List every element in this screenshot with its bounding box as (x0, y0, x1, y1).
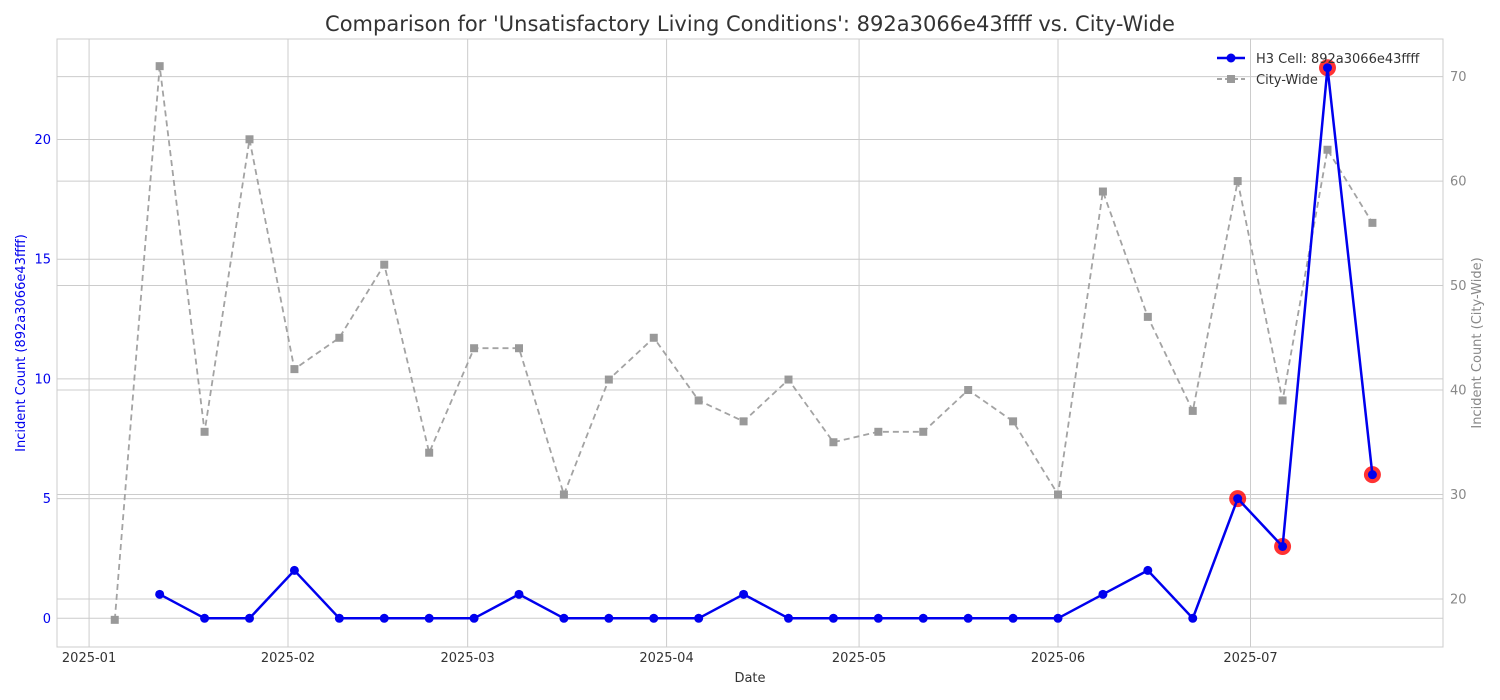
x-tick-label: 2025-04 (639, 651, 693, 666)
data-point-h3-cell (559, 613, 569, 623)
data-point-h3-cell (200, 613, 210, 623)
x-axis-label: Date (734, 671, 765, 686)
y-left-tick-label: 5 (43, 492, 51, 507)
data-point-city-wide (155, 62, 164, 71)
data-point-city-wide (200, 427, 209, 436)
y-left-tick-label: 15 (34, 253, 51, 268)
data-point-city-wide (964, 386, 973, 395)
data-point-city-wide (559, 490, 568, 499)
data-point-city-wide (380, 260, 389, 269)
data-point-h3-cell (873, 613, 883, 623)
y-right-tick-label: 60 (1450, 175, 1467, 190)
data-point-city-wide (425, 448, 434, 457)
data-point-city-wide (649, 333, 658, 342)
data-point-h3-cell (1323, 63, 1332, 73)
y-left-tick-label: 20 (34, 133, 51, 148)
series-line-h3-cell (159, 67, 1374, 621)
plot-area (56, 38, 1444, 648)
legend-marker-h3-cell (1226, 53, 1236, 63)
y-right-tick-label: 20 (1450, 592, 1467, 607)
data-point-h3-cell (784, 613, 793, 623)
data-point-h3-cell (155, 589, 165, 599)
data-point-h3-cell (1278, 541, 1288, 551)
data-point-h3-cell (739, 589, 749, 599)
data-point-city-wide (290, 365, 299, 374)
data-point-h3-cell (1188, 613, 1198, 623)
data-point-h3-cell (1143, 565, 1153, 575)
data-point-h3-cell (289, 565, 299, 575)
y-axis-left-label: Incident Count (892a3066e43ffff) (14, 234, 29, 452)
data-point-h3-cell (379, 613, 389, 623)
data-point-city-wide (1098, 187, 1107, 196)
chart-title: Comparison for 'Unsatisfactory Living Co… (325, 12, 1175, 36)
tick-labels: 2025-01 2025-02 2025-03 2025-04 2025-05 2025-… (34, 70, 1466, 666)
data-point-city-wide (110, 615, 119, 624)
y-right-tick-label: 40 (1450, 384, 1467, 399)
y-left-tick-label: 0 (43, 612, 51, 627)
data-point-h3-cell (514, 589, 524, 599)
data-point-h3-cell (1367, 470, 1377, 480)
legend-label-city-wide: City-Wide (1256, 73, 1318, 88)
data-point-h3-cell (334, 613, 344, 623)
data-point-h3-cell (963, 613, 973, 623)
data-point-city-wide (1278, 396, 1287, 405)
y-right-tick-label: 30 (1450, 488, 1467, 503)
x-tick-label: 2025-01 (62, 651, 116, 666)
data-point-city-wide (694, 396, 703, 405)
data-point-city-wide (515, 344, 523, 353)
data-point-city-wide (1368, 218, 1377, 227)
data-point-h3-cell (1098, 589, 1108, 599)
data-point-city-wide (784, 375, 793, 384)
legend-label-h3-cell: H3 Cell: 892a3066e43ffff (1256, 52, 1420, 67)
data-point-h3-cell (604, 613, 614, 623)
data-point-city-wide (1143, 312, 1152, 321)
legend: H3 Cell: 892a3066e43ffff City-Wide (1217, 52, 1420, 88)
data-point-h3-cell (245, 613, 254, 623)
data-point-h3-cell (1233, 494, 1243, 504)
data-point-city-wide (604, 375, 613, 384)
y-axis-right-label: Incident Count (City-Wide) (1470, 257, 1485, 428)
data-point-h3-cell (694, 613, 704, 623)
data-point-h3-cell (469, 613, 479, 623)
y-right-tick-label: 50 (1450, 279, 1467, 294)
series-layer (110, 59, 1381, 624)
x-tick-label: 2025-07 (1223, 651, 1277, 666)
data-point-city-wide (739, 417, 748, 426)
x-tick-label: 2025-06 (1031, 651, 1085, 666)
data-point-city-wide (1009, 417, 1018, 426)
data-point-city-wide (245, 135, 254, 144)
data-point-h3-cell (918, 613, 928, 623)
data-point-city-wide (1054, 490, 1062, 499)
x-tick-label: 2025-02 (261, 651, 315, 666)
y-right-tick-label: 70 (1450, 70, 1467, 85)
legend-marker-city-wide (1227, 75, 1235, 83)
data-point-city-wide (1323, 145, 1332, 154)
data-point-h3-cell (828, 613, 838, 623)
data-point-city-wide (919, 427, 928, 436)
data-point-city-wide (829, 438, 838, 447)
data-point-city-wide (1188, 406, 1197, 415)
data-point-h3-cell (649, 613, 659, 623)
x-tick-label: 2025-05 (832, 651, 886, 666)
data-point-h3-cell (424, 613, 434, 623)
data-point-city-wide (470, 344, 479, 353)
y-left-tick-label: 10 (34, 372, 51, 387)
data-point-city-wide (335, 333, 344, 342)
x-tick-label: 2025-03 (441, 651, 495, 666)
data-point-city-wide (1233, 177, 1242, 186)
data-point-h3-cell (1008, 613, 1018, 623)
data-point-city-wide (874, 427, 883, 436)
data-point-h3-cell (1053, 613, 1063, 623)
